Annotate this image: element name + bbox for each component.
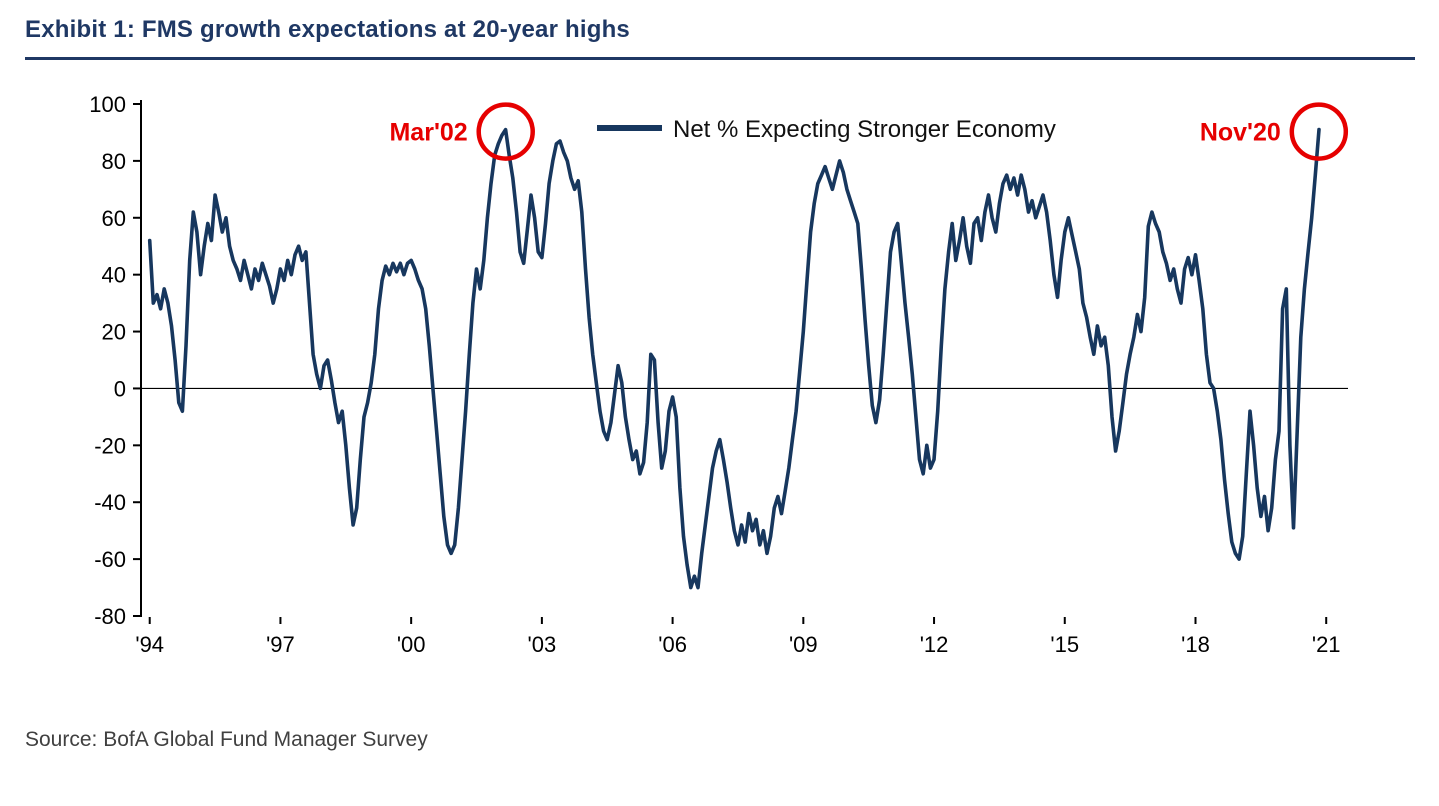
x-tick-label: '03 bbox=[528, 632, 557, 657]
x-tick-label: '18 bbox=[1181, 632, 1210, 657]
y-tick-label: 60 bbox=[102, 206, 126, 231]
annotation-label-mar02: Mar'02 bbox=[389, 119, 467, 147]
y-tick-label: -40 bbox=[94, 490, 126, 515]
y-tick-label: -20 bbox=[94, 433, 126, 458]
legend-label: Net % Expecting Stronger Economy bbox=[673, 116, 1056, 143]
chart-area: 100 80 60 40 20 0 -20 -40 -60 -80 '94 '97 '00 '03 '06 '… bbox=[0, 70, 1439, 690]
annotation-circle-nov20 bbox=[1289, 102, 1349, 161]
line-chart-svg: 100 80 60 40 20 0 -20 -40 -60 -80 '94 '97 '00 '03 '06 '… bbox=[89, 92, 1349, 657]
x-tick-label: '06 bbox=[658, 632, 687, 657]
x-tick-label: '00 bbox=[397, 632, 426, 657]
x-tick-label: '09 bbox=[789, 632, 818, 657]
y-tick-label: 0 bbox=[114, 376, 126, 401]
x-tick-label: '97 bbox=[266, 632, 295, 657]
exhibit-title: Exhibit 1: FMS growth expectations at 20… bbox=[25, 16, 630, 43]
y-tick-label: 20 bbox=[102, 320, 126, 345]
y-tick-label: -60 bbox=[94, 547, 126, 572]
x-tick-label: '21 bbox=[1312, 632, 1341, 657]
series-line bbox=[147, 127, 1321, 590]
source-text: Source: BofA Global Fund Manager Survey bbox=[25, 728, 428, 751]
x-tick-label: '12 bbox=[920, 632, 949, 657]
x-tick-label: '94 bbox=[135, 632, 164, 657]
y-tick-label: 100 bbox=[89, 92, 126, 117]
y-tick-label: 40 bbox=[102, 263, 126, 288]
y-tick-label: 80 bbox=[102, 149, 126, 174]
title-divider bbox=[25, 57, 1415, 60]
annotation-circle-mar02 bbox=[476, 102, 535, 161]
y-tick-label: -80 bbox=[94, 604, 126, 629]
x-tick-label: '15 bbox=[1050, 632, 1079, 657]
annotation-label-nov20: Nov'20 bbox=[1200, 119, 1281, 147]
